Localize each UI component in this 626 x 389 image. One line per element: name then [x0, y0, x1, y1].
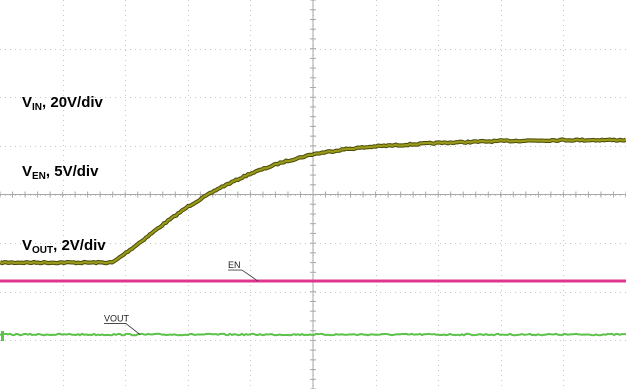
traces [0, 137, 626, 337]
vin-trace [0, 138, 626, 265]
vout-trace [0, 332, 626, 337]
ven-scale-label: VEN, 5V/div [22, 163, 99, 182]
channel-ground-marker [1, 331, 4, 341]
vout-marker-leader [125, 323, 141, 335]
vout-marker-text: VOUT [104, 314, 130, 324]
vout-scale-label: VOUT, 2V/div [22, 237, 106, 256]
en-marker-leader [241, 269, 259, 282]
vin-scale-label: VIN, 20V/div [22, 94, 103, 113]
en-marker-text: EN [228, 260, 241, 270]
trace-markers: EN VOUT [1, 260, 259, 341]
